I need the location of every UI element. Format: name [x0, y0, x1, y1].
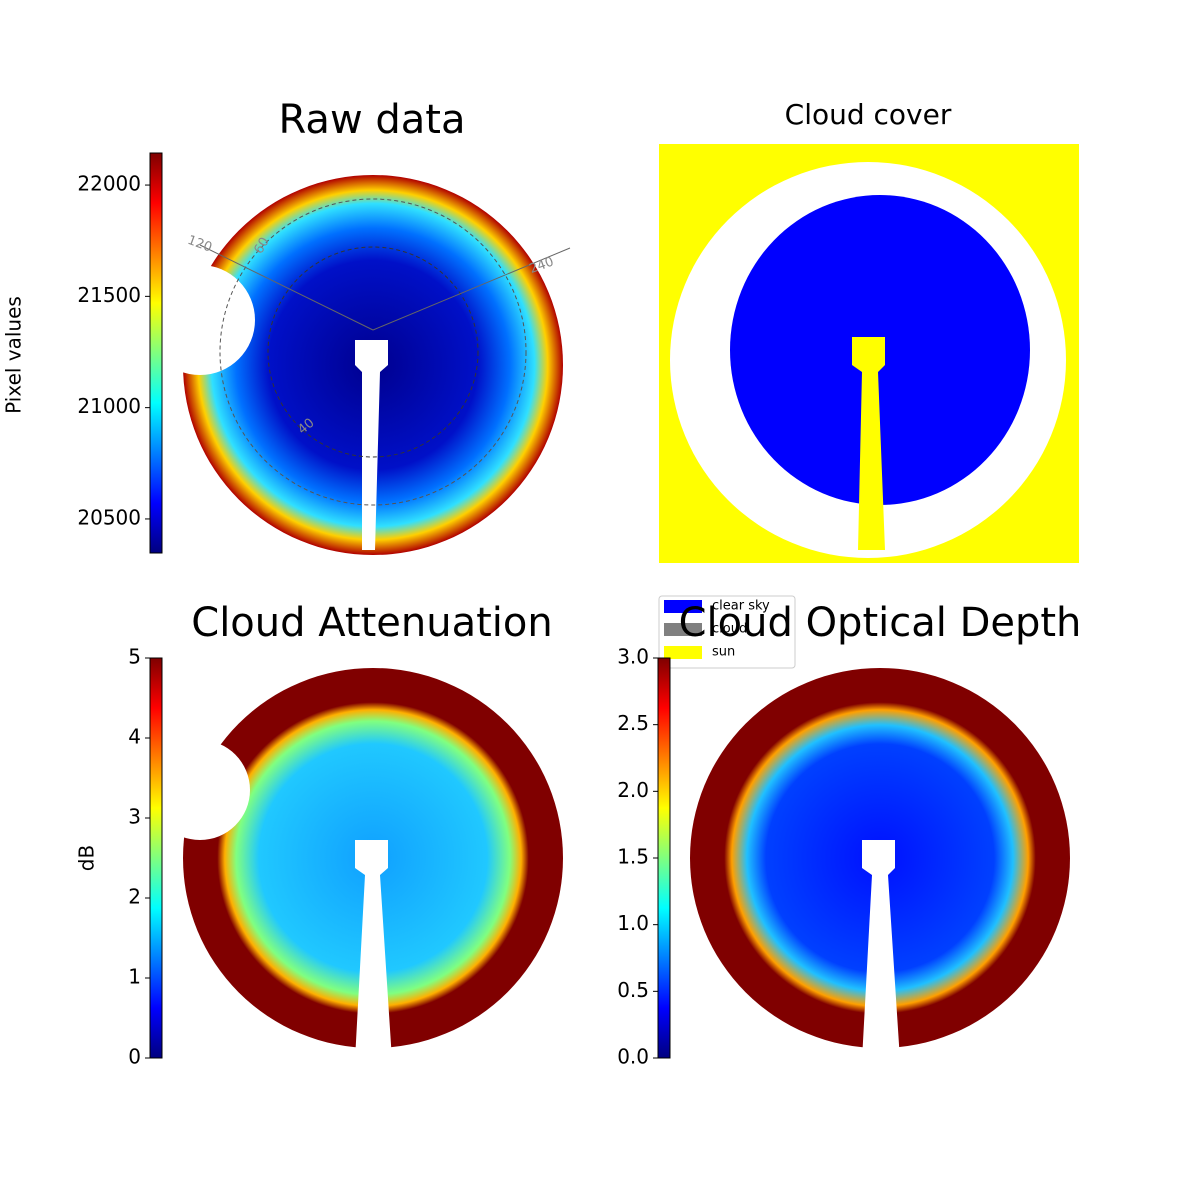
colorbar: [149, 152, 163, 554]
colorbar-tick-label: 20500: [77, 505, 141, 529]
colorbar-label: Pixel values: [2, 296, 26, 414]
colorbar-tick-label: 2.5: [617, 711, 649, 735]
cloud-cover-image: [659, 144, 1079, 563]
polar-label: 60: [252, 235, 273, 257]
polar-label: 120: [185, 233, 213, 256]
colorbar-tick-label: 0.0: [617, 1045, 649, 1069]
colorbar-tick-label: 1.0: [617, 911, 649, 935]
legend-swatch: [664, 646, 702, 659]
legend-swatch: [664, 623, 702, 636]
colorbar-tick-label: 3.0: [617, 645, 649, 669]
colorbar-tick-label: 22000: [77, 172, 141, 196]
optical-depth-image: [690, 668, 1070, 1060]
colorbar-tick-label: 1.5: [617, 845, 649, 869]
colorbar: [149, 657, 163, 1059]
colorbar-tick-label: 21500: [77, 283, 141, 307]
colorbar-label: dB: [75, 845, 99, 871]
colorbar-tick-label: 2: [128, 885, 141, 909]
panel-title: Cloud Attenuation: [191, 600, 552, 646]
panel-title: Cloud cover: [785, 98, 952, 131]
colorbar: [657, 657, 671, 1059]
colorbar-tick-label: 2.0: [617, 778, 649, 802]
legend-swatch: [664, 600, 702, 613]
legend-label: clear sky: [712, 599, 770, 614]
attenuation-image: [150, 668, 563, 1060]
colorbar-tick-label: 21000: [77, 394, 141, 418]
polar-label: 240: [527, 254, 555, 277]
panel-title: Raw data: [279, 97, 466, 143]
colorbar-tick-label: 0: [128, 1045, 141, 1069]
colorbar-tick-label: 4: [128, 725, 141, 749]
panel-title: Cloud Optical Depth: [679, 600, 1082, 646]
raw-image: [145, 175, 571, 555]
colorbar-tick-label: 3: [128, 805, 141, 829]
colorbar-tick-label: 5: [128, 645, 141, 669]
legend-label: sun: [712, 645, 735, 660]
colorbar-tick-label: 0.5: [617, 978, 649, 1002]
legend-label: cloud: [712, 622, 747, 637]
colorbar-tick-label: 1: [128, 965, 141, 989]
